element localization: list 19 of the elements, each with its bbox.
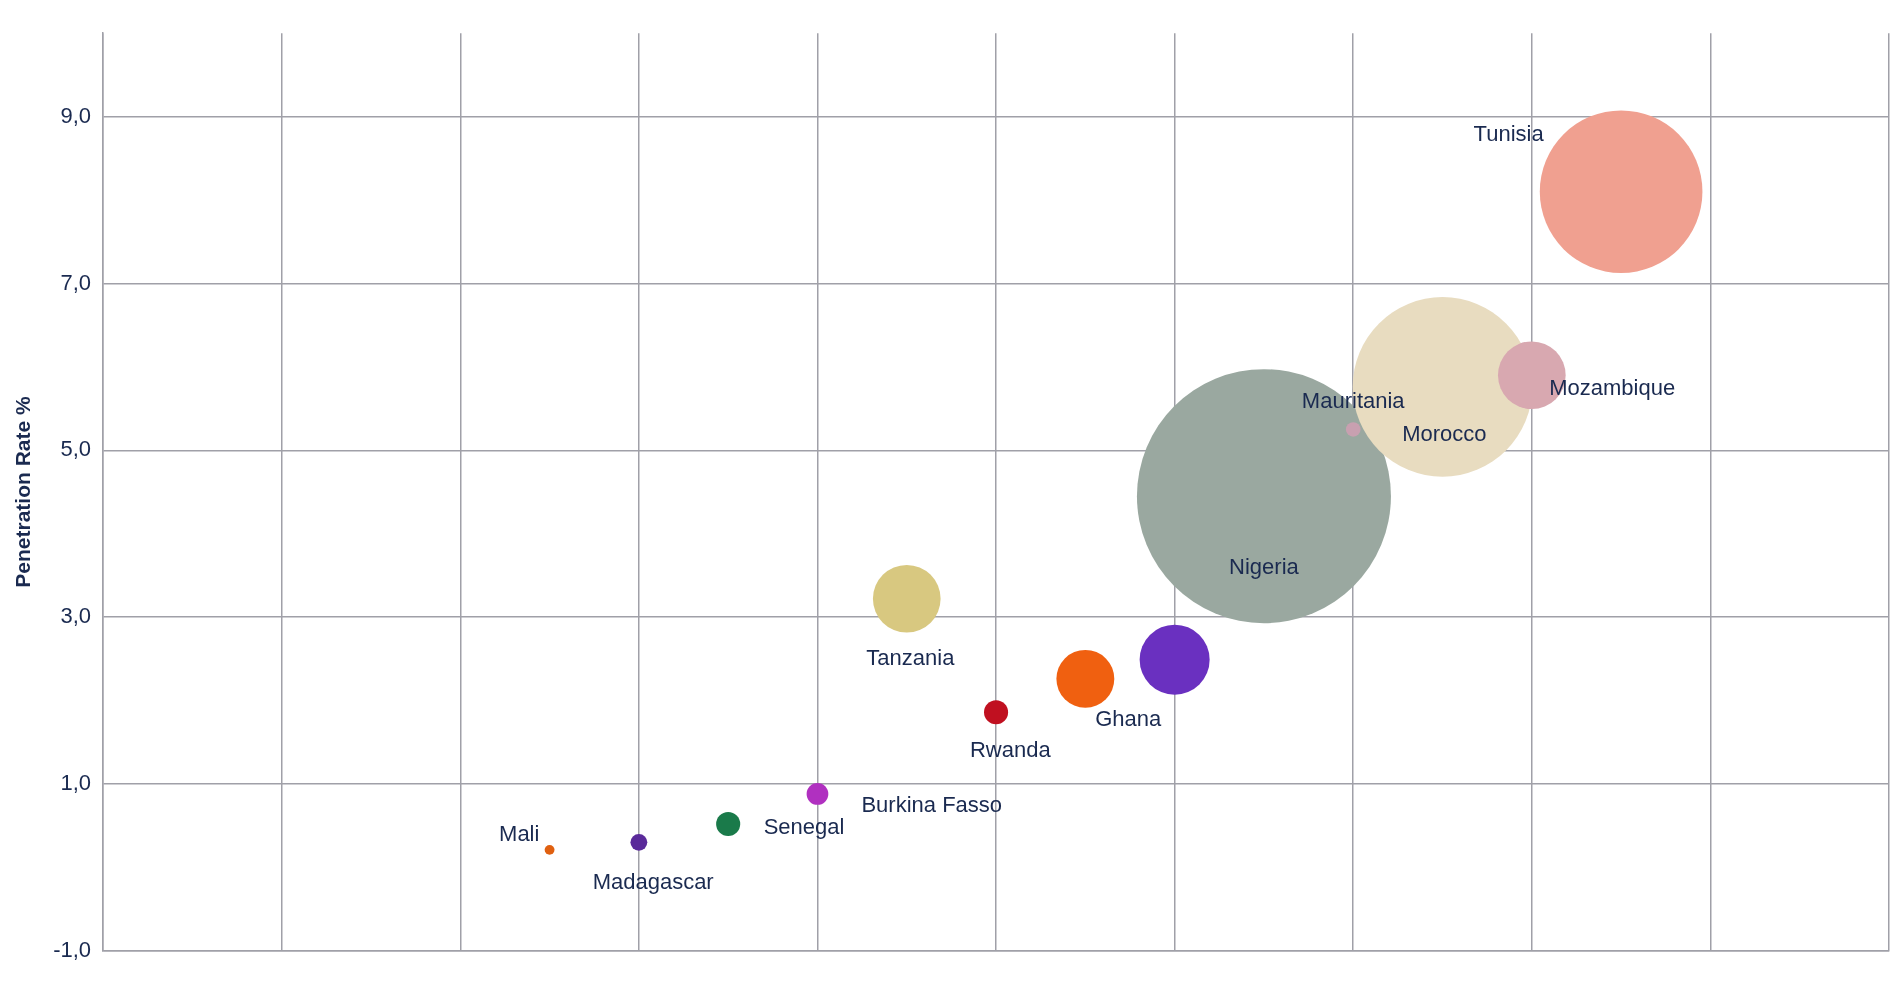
series-label: Nigeria <box>1229 553 1300 579</box>
series-label: Tanzania <box>866 644 956 670</box>
series-label: Rwanda <box>969 736 1052 762</box>
y-tick-label: 7,0 <box>60 269 92 295</box>
series-label: Tunisia <box>1473 121 1545 147</box>
series-label: Madagascar <box>592 869 714 895</box>
y-tick-label: 3,0 <box>60 603 92 629</box>
y-tick-label: 1,0 <box>60 770 92 796</box>
series-label: Ghana <box>1095 705 1162 731</box>
y-axis-title: Penetration Rate % <box>11 395 35 588</box>
y-tick-label: -1,0 <box>53 936 92 962</box>
series-label: Mali <box>499 820 540 846</box>
y-tick-label: 5,0 <box>60 436 92 462</box>
series-label: Mauritania <box>1301 387 1406 413</box>
series-label: Mozambique <box>1549 375 1676 401</box>
y-tick-label: 9,0 <box>60 102 92 128</box>
series-label: Morocco <box>1402 421 1487 447</box>
series-label: Burkina Fasso <box>861 791 1003 817</box>
series-label: Senegal <box>763 814 845 840</box>
